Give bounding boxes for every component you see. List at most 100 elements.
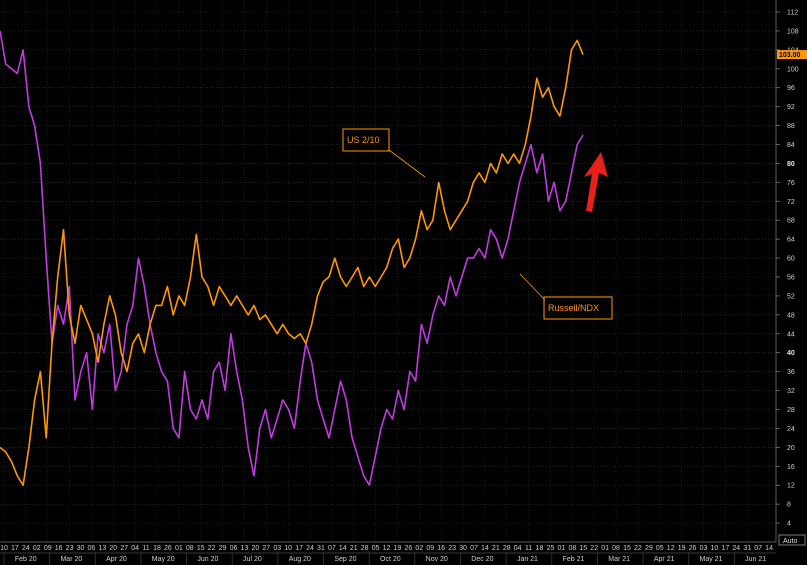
x-day-label: 19 <box>678 545 686 552</box>
last-value-tag-background <box>777 50 807 60</box>
x-month-label: Jul 20 <box>243 556 262 563</box>
x-day-label: 11 <box>142 545 149 552</box>
x-day-label: 27 <box>262 545 270 552</box>
y-tick-label: 16 <box>787 464 795 471</box>
y-tick-label: 88 <box>787 123 795 130</box>
x-day-label: 07 <box>470 545 478 552</box>
red-arrow-shape <box>584 152 608 212</box>
x-month-label: Dec 20 <box>471 556 493 563</box>
x-month-label: Apr 20 <box>106 556 127 563</box>
series-layer <box>0 30 584 486</box>
y-tick-label: 80 <box>787 161 795 168</box>
x-day-label: 04 <box>514 545 522 552</box>
x-day-label: 29 <box>645 545 653 552</box>
y-tick-label: 72 <box>787 199 795 206</box>
x-day-label: 20 <box>251 545 259 552</box>
y-tick-label: 8 <box>787 502 791 509</box>
x-day-label: 10 <box>284 545 292 552</box>
x-day-label: 21 <box>492 545 500 552</box>
x-day-label: 16 <box>437 545 445 552</box>
x-day-label: 08 <box>612 545 620 552</box>
x-day-label: 27 <box>120 545 128 552</box>
x-day-label: 09 <box>44 545 52 552</box>
y-tick-label: 64 <box>787 237 795 244</box>
y-tick-label: 68 <box>787 218 795 225</box>
auto-button-frame[interactable] <box>778 534 806 546</box>
x-day-label: 14 <box>339 545 347 552</box>
annotation-russell-ndx-box <box>543 296 613 320</box>
x-day-label: 08 <box>186 545 194 552</box>
x-day-label: 26 <box>164 545 172 552</box>
x-day-label: 10 <box>0 545 8 552</box>
y-tick-label: 56 <box>787 275 795 282</box>
y-tick-label: 40 <box>787 350 795 357</box>
grid <box>0 0 776 542</box>
annotation-us-2-10-box <box>342 128 390 152</box>
x-day-label: 17 <box>295 545 303 552</box>
x-day-label: 25 <box>547 545 555 552</box>
x-day-label: 20 <box>109 545 117 552</box>
x-day-label: 04 <box>131 545 139 552</box>
x-month-label: Feb 20 <box>15 556 37 563</box>
x-day-label: 05 <box>656 545 664 552</box>
y-tick-label: 24 <box>787 426 795 433</box>
x-day-label: 05 <box>372 545 380 552</box>
x-day-label: 03 <box>273 545 281 552</box>
x-day-label: 07 <box>328 545 336 552</box>
x-day-label: 11 <box>525 545 532 552</box>
last-value-tag-text: 103.00 <box>779 52 801 59</box>
x-day-label: 28 <box>361 545 369 552</box>
y-tick-label: 28 <box>787 407 795 414</box>
x-day-label: 30 <box>77 545 85 552</box>
x-month-label: Sep 20 <box>334 556 356 563</box>
y-tick-label: 44 <box>787 331 795 338</box>
y-tick-label: 20 <box>787 445 795 452</box>
annotation-russell-ndx-label: Russell/NDX <box>548 303 599 313</box>
x-month-label: Mar 20 <box>60 556 82 563</box>
x-month-label: Aug 20 <box>289 556 311 563</box>
y-axis-background <box>776 0 807 542</box>
x-day-label: 17 <box>721 545 729 552</box>
x-day-label: 26 <box>689 545 697 552</box>
x-day-label: 24 <box>306 545 314 552</box>
annotation-russell-ndx: Russell/NDX <box>519 273 613 320</box>
x-day-label: 13 <box>98 545 106 552</box>
x-day-label: 12 <box>383 545 391 552</box>
y-tick-label: 4 <box>787 521 791 528</box>
x-day-label: 15 <box>197 545 205 552</box>
x-day-label: 22 <box>634 545 642 552</box>
annotation-us-2-10: US 2/10 <box>342 128 426 178</box>
series-line-russell-ndx <box>0 30 584 486</box>
x-day-label: 02 <box>415 545 423 552</box>
x-day-label: 21 <box>350 545 358 552</box>
x-month-label: Mar 21 <box>608 556 630 563</box>
auto-button-label: Auto <box>783 538 798 545</box>
x-month-label: Jan 21 <box>517 556 538 563</box>
x-day-label: 10 <box>711 545 719 552</box>
y-tick-label: 12 <box>787 483 795 490</box>
x-axis-day-labels: 10 17 24 02 09 16 23 30 06 13 20 27 04 11 18 26 01 08 15 22… <box>0 545 773 552</box>
y-tick-label: 96 <box>787 85 795 92</box>
x-day-label: 14 <box>765 545 773 552</box>
x-month-label: Oct 20 <box>380 556 401 563</box>
x-day-label: 14 <box>481 545 489 552</box>
series-line-us-2-10 <box>0 39 584 486</box>
y-axis-ticks: 4812162024283236404448525660646872768084… <box>776 10 799 528</box>
x-day-label: 17 <box>11 545 19 552</box>
y-tick-label: 112 <box>787 10 798 17</box>
x-day-label: 18 <box>153 545 161 552</box>
x-day-label: 12 <box>667 545 675 552</box>
y-tick-label: 36 <box>787 369 795 376</box>
annotation-us-2-10-leader <box>388 149 426 178</box>
x-day-label: 24 <box>732 545 740 552</box>
x-day-label: 16 <box>55 545 63 552</box>
x-day-label: 22 <box>208 545 216 552</box>
last-value-tag: 103.00 <box>777 50 807 60</box>
x-day-label: 01 <box>558 545 566 552</box>
auto-button[interactable]: Auto <box>778 534 806 546</box>
x-axis-month-labels: Feb 20 Mar 20 Apr 20 May 20 Jun 20 Jul 20 Aug … <box>3 553 766 565</box>
x-day-label: 23 <box>448 545 456 552</box>
annotation-russell-ndx-leader <box>519 273 546 301</box>
x-day-label: 24 <box>22 545 30 552</box>
